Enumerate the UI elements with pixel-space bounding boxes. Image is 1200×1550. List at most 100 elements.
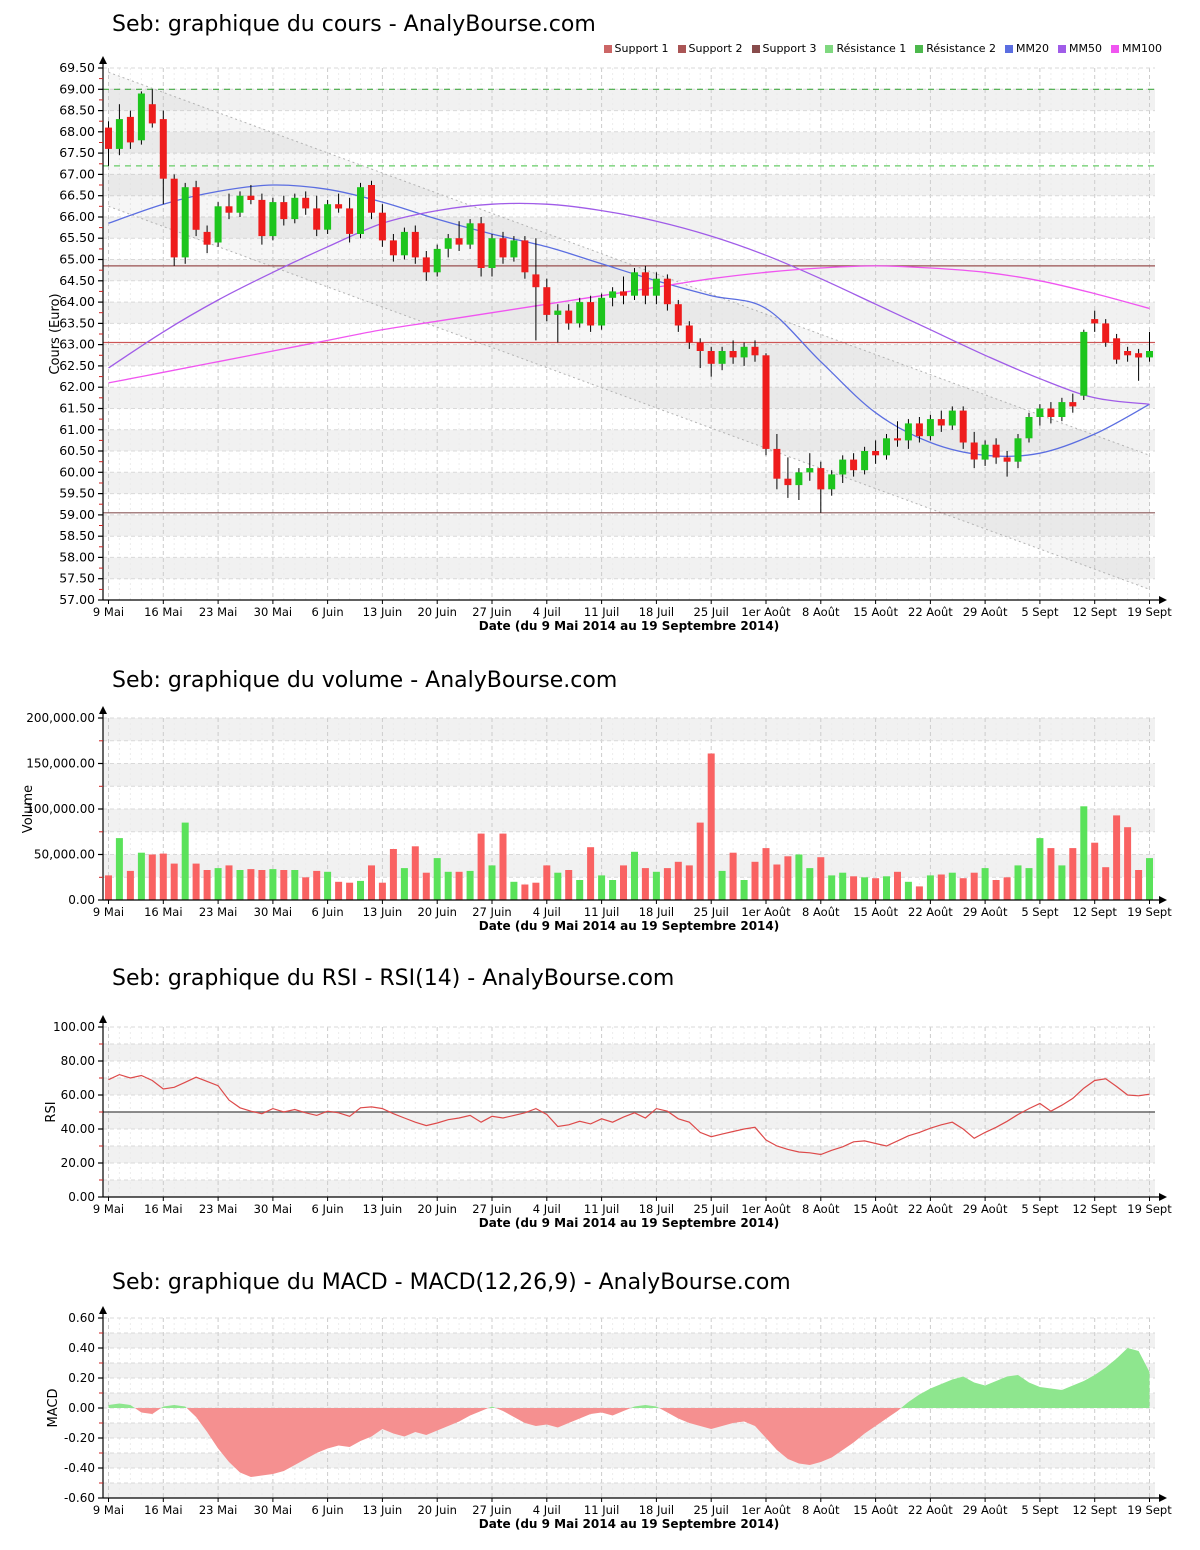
svg-text:64.00: 64.00	[59, 294, 95, 309]
rsi-plot: 0.00 20.00 40.00 60.00 80.00 100.00 9 Mai 16 Ma…	[44, 1015, 1172, 1230]
y-axis-arrow-icon	[99, 1015, 107, 1023]
legend-item: Résistance 2	[915, 42, 996, 55]
x-tick-label: 8 Août	[802, 605, 840, 619]
x-tick-label: 5 Sept	[1021, 1202, 1059, 1216]
x-tick-label: 15 Août	[853, 605, 898, 619]
svg-text:59.50: 59.50	[59, 486, 95, 501]
svg-text:80.00: 80.00	[61, 1054, 95, 1068]
svg-text:0.00: 0.00	[68, 1190, 95, 1204]
x-tick-label: 6 Juin	[312, 905, 344, 919]
legend-swatch	[751, 44, 760, 53]
x-tick-label: 13 Juin	[363, 1202, 402, 1216]
svg-text:59.00: 59.00	[59, 507, 95, 522]
x-tick-label: 29 Août	[963, 1503, 1008, 1517]
legend-label: MM20	[1016, 42, 1050, 55]
x-tick-label: 20 Juin	[417, 605, 456, 619]
legend-swatch	[603, 44, 612, 53]
rsi-line	[108, 1073, 1150, 1156]
x-tick-label: 23 Mai	[199, 1202, 237, 1216]
price-axes: 57.00 57.50 58.00 58.50 59.00 59.50 60.00 60.50…	[48, 56, 1172, 633]
y-axis-title: Volume	[21, 785, 36, 833]
x-tick-label: 25 Juil	[694, 1503, 729, 1517]
x-axis-arrow-icon	[1159, 1494, 1167, 1502]
svg-text:62.00: 62.00	[59, 379, 95, 394]
price-plot: 57.00 57.50 58.00 58.50 59.00 59.50 60.00 60.50…	[48, 56, 1172, 633]
x-tick-label: 5 Sept	[1021, 1503, 1059, 1517]
svg-text:69.00: 69.00	[59, 81, 95, 96]
macd-area-negative	[108, 1408, 1150, 1477]
svg-text:67.50: 67.50	[59, 145, 95, 160]
x-tick-label: 19 Sept	[1127, 1202, 1172, 1216]
x-tick-label: 22 Août	[908, 1503, 953, 1517]
volume-bars-group	[105, 753, 1153, 901]
legend-item: MM20	[1005, 42, 1049, 55]
svg-text:0.40: 0.40	[68, 1341, 95, 1355]
x-tick-label: 13 Juin	[363, 1503, 402, 1517]
x-tick-label: 11 Juil	[584, 605, 619, 619]
macd-chart-title: Seb: graphique du MACD - MACD(12,26,9) -…	[112, 1270, 791, 1295]
svg-text:0.20: 0.20	[68, 1371, 95, 1385]
x-tick-label: 12 Sept	[1072, 1202, 1117, 1216]
svg-text:100,000.00: 100,000.00	[26, 802, 95, 816]
x-axis-title: Date (du 9 Mai 2014 au 19 Septembre 2014…	[479, 619, 780, 633]
svg-text:61.50: 61.50	[59, 401, 95, 416]
x-tick-label: 9 Mai	[93, 905, 124, 919]
legend-swatch	[1005, 44, 1014, 53]
svg-text:40.00: 40.00	[61, 1122, 95, 1136]
legend-item: Support 1	[603, 42, 669, 55]
svg-text:65.50: 65.50	[59, 230, 95, 245]
x-tick-label: 22 Août	[908, 905, 953, 919]
y-axis-arrow-icon	[99, 1306, 107, 1314]
svg-text:100.00: 100.00	[53, 1020, 95, 1034]
svg-text:20.00: 20.00	[61, 1156, 95, 1170]
legend-swatch	[677, 44, 686, 53]
x-tick-label: 23 Mai	[199, 605, 237, 619]
x-tick-label: 19 Sept	[1127, 905, 1172, 919]
legend-label: Résistance 1	[836, 42, 907, 55]
x-tick-label: 12 Sept	[1072, 605, 1117, 619]
y-axis-title: RSI	[44, 1101, 59, 1122]
svg-text:58.50: 58.50	[59, 528, 95, 543]
macd-axes: -0.60 -0.40 -0.20 0.00 0.20 0.40 0.60 9 Mai 16 M…	[46, 1306, 1172, 1531]
x-tick-label: 20 Juin	[417, 905, 456, 919]
x-tick-label: 4 Juil	[533, 905, 561, 919]
x-tick-label: 1er Août	[741, 1202, 791, 1216]
legend-label: Support 3	[762, 42, 817, 55]
x-tick-label: 11 Juil	[584, 1202, 619, 1216]
x-tick-label: 1er Août	[741, 905, 791, 919]
x-tick-label: 23 Mai	[199, 905, 237, 919]
x-tick-label: 18 Juil	[639, 605, 674, 619]
x-tick-label: 30 Mai	[254, 905, 292, 919]
support-resistance-lines	[103, 88, 1155, 514]
legend-label: Résistance 2	[926, 42, 997, 55]
svg-text:57.00: 57.00	[59, 592, 95, 607]
x-tick-label: 15 Août	[853, 1202, 898, 1216]
x-tick-label: 16 Mai	[144, 1202, 182, 1216]
legend-item: Support 3	[751, 42, 817, 55]
svg-text:68.00: 68.00	[59, 124, 95, 139]
svg-text:50,000.00: 50,000.00	[34, 848, 95, 862]
legend-label: Support 2	[688, 42, 743, 55]
legend-swatch	[1058, 44, 1067, 53]
x-tick-label: 13 Juin	[363, 605, 402, 619]
x-tick-label: 6 Juin	[312, 605, 344, 619]
candles-group	[105, 89, 1153, 513]
svg-text:200,000.00: 200,000.00	[26, 711, 95, 725]
svg-text:0.00: 0.00	[68, 1401, 95, 1415]
x-tick-label: 4 Juil	[533, 605, 561, 619]
x-tick-label: 6 Juin	[312, 1503, 344, 1517]
x-tick-label: 8 Août	[802, 1202, 840, 1216]
x-tick-label: 4 Juil	[533, 1503, 561, 1517]
x-tick-label: 5 Sept	[1021, 905, 1059, 919]
legend-label: Support 1	[614, 42, 669, 55]
rsi-chart-title: Seb: graphique du RSI - RSI(14) - AnalyB…	[112, 966, 675, 991]
x-axis-arrow-icon	[1159, 596, 1167, 604]
x-tick-label: 1er Août	[741, 1503, 791, 1517]
y-axis-arrow-icon	[99, 706, 107, 714]
svg-text:60.00: 60.00	[59, 464, 95, 479]
x-tick-label: 8 Août	[802, 1503, 840, 1517]
x-tick-label: 30 Mai	[254, 1202, 292, 1216]
volume-plot: 0.00 50,000.00 100,000.00 150,000.00 200,000…	[21, 706, 1172, 933]
